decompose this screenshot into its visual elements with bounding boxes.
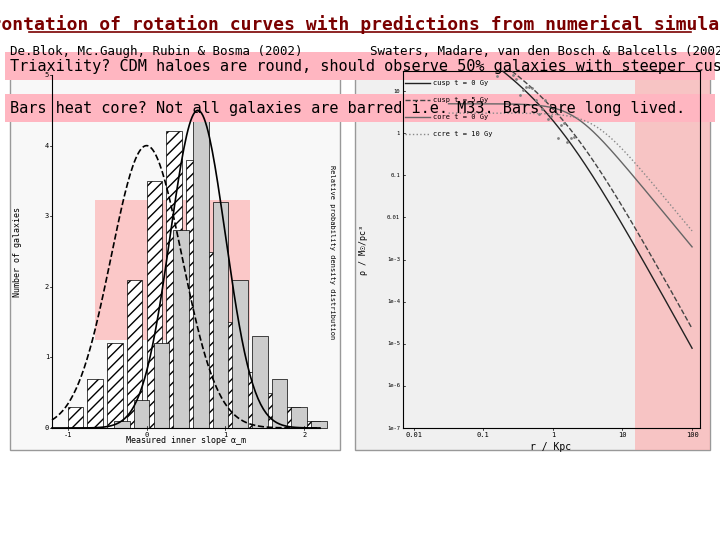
Text: 0: 0 [145,432,149,438]
Bar [233,280,248,428]
Bar [305,421,320,428]
Text: 1e-6: 1e-6 [387,383,400,388]
Text: 10: 10 [394,89,400,93]
Text: De.Blok, Mc.Gaugh, Rubin & Bosma (2002): De.Blok, Mc.Gaugh, Rubin & Bosma (2002) [10,45,302,58]
Bar [292,407,307,428]
Bar [212,202,228,428]
Text: 0.1: 0.1 [477,432,490,438]
Bar [206,252,221,428]
Text: 1: 1 [223,432,228,438]
Text: 100: 100 [685,432,698,438]
Text: ccre t = 10 Gy: ccre t = 10 Gy [433,131,492,137]
Bar [252,336,268,428]
Text: cusp t = 5 Gy: cusp t = 5 Gy [433,97,488,103]
Bar [95,200,250,340]
Text: 1e-4: 1e-4 [387,299,400,304]
Text: 1e-7: 1e-7 [387,426,400,430]
Bar [265,393,280,428]
Bar [107,343,123,428]
Text: 1: 1 [397,131,400,136]
Text: Bars heat core? Not all galaxies are barred i.e. M33. Bars are long lived.: Bars heat core? Not all galaxies are bar… [10,100,685,116]
Bar [134,400,150,428]
Text: 0: 0 [45,425,49,431]
Text: 0.01: 0.01 [405,432,422,438]
Text: ρ / M☉/pc³: ρ / M☉/pc³ [359,225,369,275]
Bar [114,421,130,428]
Text: Confrontation of rotation curves with predictions from numerical simulations: Confrontation of rotation curves with pr… [0,15,720,34]
Bar [68,407,84,428]
Bar [153,343,169,428]
Bar [166,131,182,428]
Bar [193,110,209,428]
Bar [174,231,189,428]
Bar [355,55,710,450]
Bar [127,280,143,428]
Text: 1: 1 [45,354,49,360]
Text: 5: 5 [45,72,49,78]
Text: Swaters, Madare, van den Bosch & Balcells (2002): Swaters, Madare, van den Bosch & Balcell… [370,45,720,58]
Bar [186,160,202,428]
Text: 2: 2 [302,432,307,438]
Text: 1: 1 [551,432,555,438]
Text: 1e-3: 1e-3 [387,257,400,262]
Bar [225,322,241,428]
Bar [284,407,300,428]
Bar [147,181,162,428]
Text: 4: 4 [45,143,49,148]
Bar [87,379,103,428]
Text: 10: 10 [618,432,626,438]
Bar [5,52,715,80]
Bar [635,55,710,450]
Text: Relative probability density distribution: Relative probability density distributio… [329,165,335,339]
Text: 2: 2 [45,284,49,290]
Text: r / Kpc: r / Kpc [531,442,572,452]
Bar [5,94,715,122]
Text: Measured inner slope α_m: Measured inner slope α_m [126,436,246,445]
Text: cusp t = 0 Gy: cusp t = 0 Gy [433,80,488,86]
Bar [311,421,327,428]
Text: 0.01: 0.01 [387,215,400,220]
Text: 1e-5: 1e-5 [387,341,400,346]
Text: core t = 0 Gy: core t = 0 Gy [433,114,488,120]
Text: Triaxility? CDM haloes are round, should observe 50% galaxies with steeper cusps: Triaxility? CDM haloes are round, should… [10,58,720,73]
Text: 3: 3 [45,213,49,219]
Text: -1: -1 [63,432,72,438]
Text: Number of galaxies: Number of galaxies [14,207,22,297]
Bar [245,372,261,428]
Bar [10,55,340,450]
Text: 0.1: 0.1 [390,173,400,178]
Bar [271,379,287,428]
